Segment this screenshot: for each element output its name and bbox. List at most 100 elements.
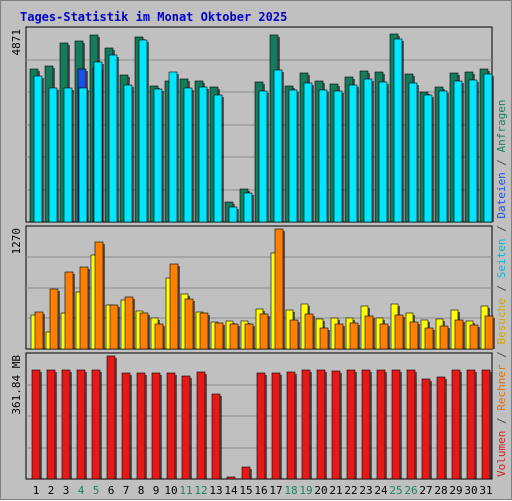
bar-seiten-day-22 xyxy=(348,84,358,223)
bar-rechner-day-17 xyxy=(274,228,284,350)
legend-volumen: Volumen xyxy=(495,431,508,477)
x-tick-label-18: 18 xyxy=(284,484,297,497)
chart-title: Tages-Statistik im Monat Oktober 2025 xyxy=(20,10,287,24)
bar-seiten-day-9 xyxy=(153,88,163,223)
bar-volumen-day-10 xyxy=(166,372,176,480)
legend- /: / xyxy=(495,219,508,239)
bar-rechner-day-4 xyxy=(79,266,89,350)
x-tick-label-12: 12 xyxy=(194,484,207,497)
bar-volumen-day-16 xyxy=(256,372,266,480)
x-tick-label-5: 5 xyxy=(93,484,100,497)
x-tick-label-20: 20 xyxy=(314,484,327,497)
bar-rechner-day-12 xyxy=(199,312,209,350)
x-tick-label-29: 29 xyxy=(449,484,462,497)
bar-volumen-day-19 xyxy=(301,369,311,480)
bar-volumen-day-6 xyxy=(106,355,116,480)
bar-rechner-day-31 xyxy=(484,315,494,350)
bar-rechner-day-26 xyxy=(409,321,419,350)
bar-rechner-day-16 xyxy=(259,313,269,350)
bar-volumen-day-15 xyxy=(241,466,251,480)
bar-rechner-day-1 xyxy=(34,311,44,350)
bar-seiten-day-28 xyxy=(438,90,448,223)
bar-seiten-day-2 xyxy=(48,87,58,223)
legend- /: / xyxy=(495,152,508,172)
bar-rechner-day-8 xyxy=(139,312,149,350)
bar-volumen-day-18 xyxy=(286,371,296,480)
bar-rechner-day-25 xyxy=(394,314,404,350)
x-tick-label-4: 4 xyxy=(78,484,85,497)
legend-rechner: Rechner xyxy=(495,364,508,411)
bar-rechner-day-3 xyxy=(64,271,74,350)
x-tick-label-1: 1 xyxy=(33,484,40,497)
bar-volumen-day-7 xyxy=(121,372,131,480)
bar-rechner-day-21 xyxy=(334,323,344,350)
bar-volumen-day-20 xyxy=(316,369,326,480)
max-label-middle: 1270 xyxy=(10,228,23,255)
bar-volumen-day-11 xyxy=(181,375,191,480)
bar-volumen-day-8 xyxy=(136,372,146,480)
bar-rechner-day-11 xyxy=(184,298,194,350)
bar-volumen-day-1 xyxy=(31,369,41,480)
bar-volumen-day-28 xyxy=(436,376,446,480)
bar-volumen-day-5 xyxy=(91,369,101,480)
bar-rechner-day-5 xyxy=(94,241,104,350)
legend-besuche: Besuche xyxy=(495,298,508,344)
x-tick-label-17: 17 xyxy=(269,484,282,497)
bar-seiten-day-21 xyxy=(333,90,343,223)
bar-seiten-day-3 xyxy=(63,87,73,223)
legend-anfragen: Anfragen xyxy=(495,99,508,152)
legend-seiten: Seiten xyxy=(495,239,508,279)
x-tick-label-27: 27 xyxy=(419,484,432,497)
bar-volumen-day-21 xyxy=(331,370,341,480)
bar-seiten-day-16 xyxy=(258,90,268,223)
x-tick-label-16: 16 xyxy=(254,484,267,497)
x-tick-label-21: 21 xyxy=(329,484,342,497)
bar-rechner-day-13 xyxy=(214,322,224,350)
bar-volumen-day-29 xyxy=(451,369,461,480)
x-tick-label-31: 31 xyxy=(479,484,492,497)
x-tick-label-22: 22 xyxy=(344,484,357,497)
bar-seiten-day-17 xyxy=(273,69,283,223)
legend- /: / xyxy=(495,345,508,365)
bar-volumen-day-2 xyxy=(46,369,56,480)
bar-rechner-day-24 xyxy=(379,323,389,350)
bar-seiten-day-8 xyxy=(138,39,148,223)
bar-volumen-day-13 xyxy=(211,393,221,480)
bar-volumen-day-9 xyxy=(151,372,161,480)
x-tick-label-15: 15 xyxy=(239,484,252,497)
bar-seiten-day-26 xyxy=(408,82,418,223)
bar-seiten-day-10 xyxy=(168,71,178,223)
x-tick-label-11: 11 xyxy=(179,484,192,497)
bar-rechner-day-14 xyxy=(229,323,239,350)
bar-rechner-day-23 xyxy=(364,315,374,350)
bar-rechner-day-29 xyxy=(454,319,464,350)
bar-volumen-day-17 xyxy=(271,372,281,480)
x-tick-label-10: 10 xyxy=(164,484,177,497)
x-tick-label-30: 30 xyxy=(464,484,477,497)
bar-rechner-day-15 xyxy=(244,323,254,350)
bar-seiten-day-6 xyxy=(108,54,118,223)
bar-seiten-day-15 xyxy=(243,192,253,223)
bar-seiten-day-7 xyxy=(123,84,133,223)
x-tick-label-25: 25 xyxy=(389,484,402,497)
bar-seiten-day-31 xyxy=(483,73,493,223)
bar-rechner-day-20 xyxy=(319,327,329,350)
bar-seiten-day-27 xyxy=(423,94,433,223)
x-tick-label-24: 24 xyxy=(374,484,388,497)
bar-rechner-day-10 xyxy=(169,263,179,350)
bar-rechner-day-2 xyxy=(49,288,59,350)
x-tick-label-9: 9 xyxy=(153,484,160,497)
x-tick-label-2: 2 xyxy=(48,484,55,497)
bar-seiten-day-29 xyxy=(453,80,463,223)
x-tick-label-6: 6 xyxy=(108,484,115,497)
x-tick-label-28: 28 xyxy=(434,484,447,497)
bar-seiten-day-1 xyxy=(33,75,43,223)
x-tick-label-19: 19 xyxy=(299,484,312,497)
bar-seiten-day-14 xyxy=(228,206,238,223)
bar-volumen-day-4 xyxy=(76,369,86,480)
bar-seiten-day-19 xyxy=(303,82,313,223)
x-tick-label-13: 13 xyxy=(209,484,222,497)
legend-dateien: Dateien xyxy=(495,172,508,218)
bar-volumen-day-27 xyxy=(421,378,431,480)
